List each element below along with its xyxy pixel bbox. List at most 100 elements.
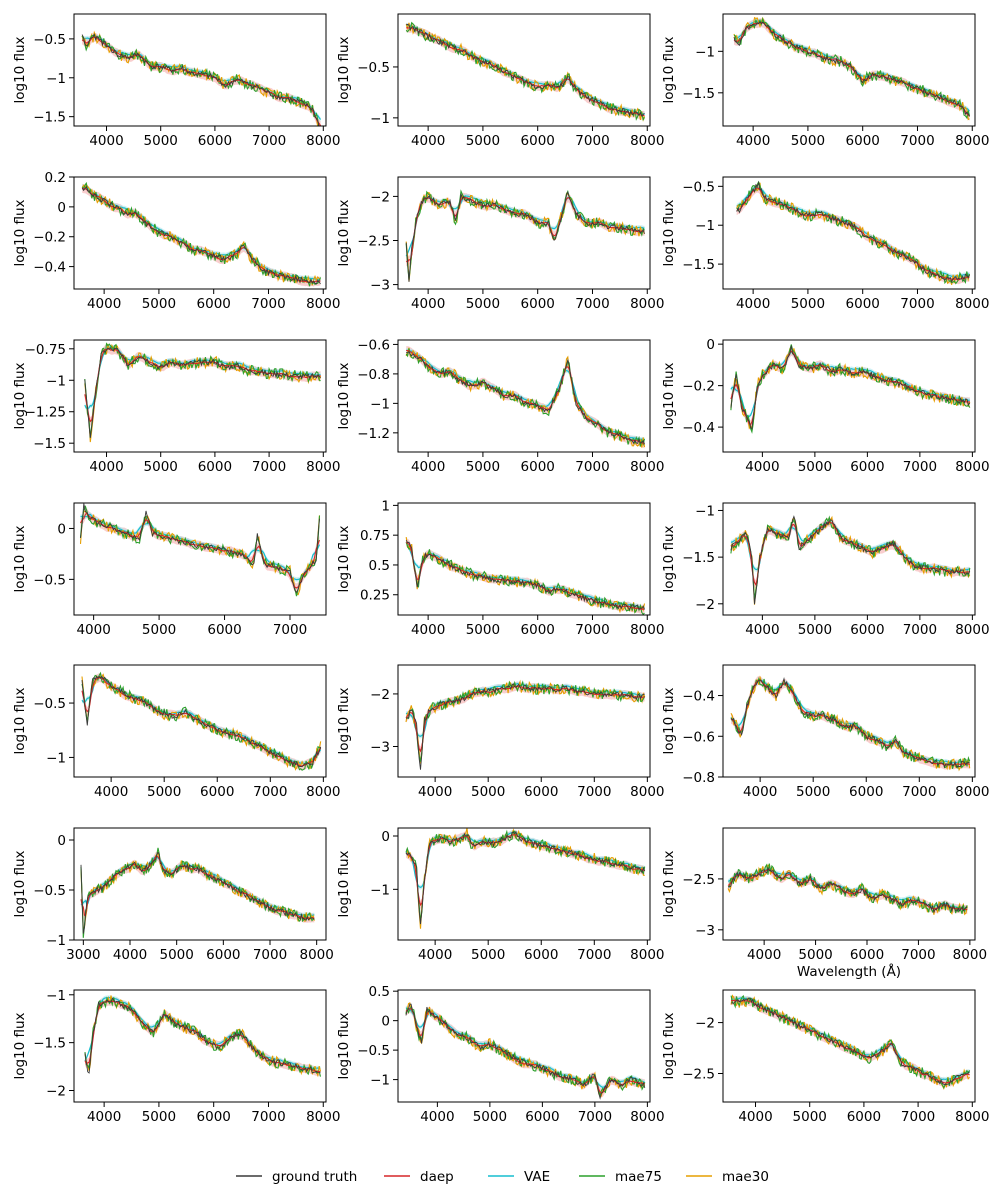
- axes-frame: [397, 13, 651, 127]
- x-tick-label: 4000: [89, 133, 123, 149]
- vae-line: [405, 541, 645, 609]
- y-tick-label: −1: [695, 218, 715, 234]
- y-axis-label: log10 flux: [336, 687, 352, 754]
- daep-line: [405, 1008, 645, 1094]
- ground-truth-line: [730, 345, 971, 430]
- y-tick-label: 1: [381, 498, 390, 514]
- y-axis-label: log10 flux: [336, 1012, 352, 1079]
- mae75-line: [405, 189, 645, 280]
- x-tick-label: 8000: [306, 133, 340, 149]
- plot-area: [84, 995, 322, 1078]
- x-tick-label: 8000: [306, 459, 340, 475]
- subplot-10: 4000 5000 6000 7000 0 −0.5 log10 flux: [12, 502, 327, 638]
- daep-line: [80, 512, 321, 589]
- vae-band: [406, 193, 645, 259]
- y-tick-label: −2.5: [682, 1066, 715, 1082]
- ground-truth-line: [406, 23, 645, 117]
- ground-truth-line: [81, 675, 322, 768]
- y-tick-label: −2.5: [682, 872, 715, 888]
- x-tick-label: 8000: [955, 459, 989, 475]
- y-tick-label: −1.2: [357, 426, 390, 442]
- plot-area: [84, 342, 322, 443]
- x-tick-label: 5000: [796, 784, 830, 800]
- y-tick-label: 0: [57, 200, 66, 216]
- daep-line: [405, 541, 645, 611]
- ground-truth-line: [80, 851, 315, 934]
- x-tick-label: 6000: [206, 947, 240, 963]
- y-tick-label: −1: [370, 882, 390, 898]
- plot-area: [736, 180, 971, 285]
- y-tick-label: 0: [381, 1014, 390, 1030]
- x-tick-label: 8000: [630, 947, 664, 963]
- mae30-line: [730, 994, 971, 1090]
- x-tick-label: 5000: [793, 1109, 827, 1125]
- daep-line: [736, 187, 970, 281]
- y-tick-label: −0.2: [682, 379, 715, 395]
- plot-area: [405, 828, 646, 929]
- x-axis-label: Wavelength (Å): [797, 963, 901, 980]
- y-tick-label: −0.8: [682, 770, 715, 786]
- x-tick-label: 5000: [798, 947, 832, 963]
- x-tick-label: 7000: [900, 133, 934, 149]
- axes-frame: [722, 827, 976, 941]
- plot-area: [405, 537, 646, 615]
- x-tick-label: 7000: [903, 622, 937, 638]
- x-tick-label: 3000: [66, 947, 100, 963]
- x-tick-label: 7000: [251, 1109, 285, 1125]
- y-axis-label: log10 flux: [12, 525, 28, 592]
- mae30-line: [79, 510, 321, 596]
- y-tick-label: −1: [46, 373, 66, 389]
- ground-truth-line: [81, 33, 320, 126]
- ground-truth-line: [84, 997, 321, 1074]
- vae-line: [730, 351, 970, 418]
- mae75-line: [84, 342, 321, 438]
- x-tick-label: 4000: [745, 622, 779, 638]
- axes-frame: [722, 502, 976, 616]
- mae75-line: [405, 21, 645, 122]
- x-tick-label: 4000: [89, 459, 123, 475]
- subplot-13: 4000 5000 6000 7000 8000 −0.5 −1 log10 flux: [12, 664, 341, 800]
- y-tick-label: −2: [370, 687, 390, 703]
- subplot-4: 4000 5000 6000 7000 8000 0.2 0 −0.2 −0.4 log10 fl…: [12, 170, 340, 312]
- x-tick-label: 4000: [94, 784, 128, 800]
- y-tick-label: 0.5: [369, 984, 390, 1000]
- ground-truth-line: [80, 503, 320, 594]
- x-tick-label: 6000: [525, 1109, 559, 1125]
- y-axis-label: log10 flux: [12, 850, 28, 917]
- axes-frame: [397, 827, 651, 941]
- daep-band: [81, 851, 315, 923]
- y-tick-label: −2: [46, 1084, 66, 1100]
- x-tick-label: 4000: [76, 622, 110, 638]
- x-tick-label: 4000: [738, 1109, 772, 1125]
- y-axis-label: log10 flux: [12, 362, 28, 429]
- x-tick-label: 7000: [577, 784, 611, 800]
- plot-area: [80, 847, 315, 938]
- legend-label: mae30: [722, 1169, 769, 1185]
- vae-band: [406, 22, 645, 117]
- x-tick-label: 6000: [849, 784, 883, 800]
- y-axis-label: log10 flux: [336, 199, 352, 266]
- ground-truth-line: [405, 683, 645, 770]
- x-tick-label: 4000: [418, 784, 452, 800]
- y-tick-label: −1: [46, 750, 66, 766]
- subplot-11: 4000 5000 6000 7000 8000 1 0.75 0.5 0.25 log10 fl…: [336, 498, 664, 638]
- x-tick-label: 5000: [466, 133, 500, 149]
- ground-truth-line: [730, 676, 970, 769]
- x-tick-label: 7000: [252, 133, 286, 149]
- x-tick-label: 8000: [306, 296, 340, 312]
- plot-area: [730, 675, 971, 772]
- x-tick-label: 6000: [521, 296, 555, 312]
- y-axis-label: log10 flux: [336, 362, 352, 429]
- y-tick-label: −1.5: [682, 257, 715, 273]
- x-tick-label: 6000: [850, 459, 884, 475]
- x-tick-label: 4000: [113, 947, 147, 963]
- ground-truth-line: [405, 1003, 646, 1100]
- y-tick-label: 0.25: [360, 588, 390, 604]
- legend: ground truth daep VAE mae75 mae30: [236, 1169, 769, 1185]
- x-tick-label: 6000: [198, 459, 232, 475]
- x-tick-label: 8000: [630, 622, 664, 638]
- y-axis-label: log10 flux: [336, 525, 352, 592]
- x-tick-label: 7000: [273, 622, 307, 638]
- ground-truth-line: [405, 190, 645, 282]
- ground-truth-line: [731, 997, 970, 1085]
